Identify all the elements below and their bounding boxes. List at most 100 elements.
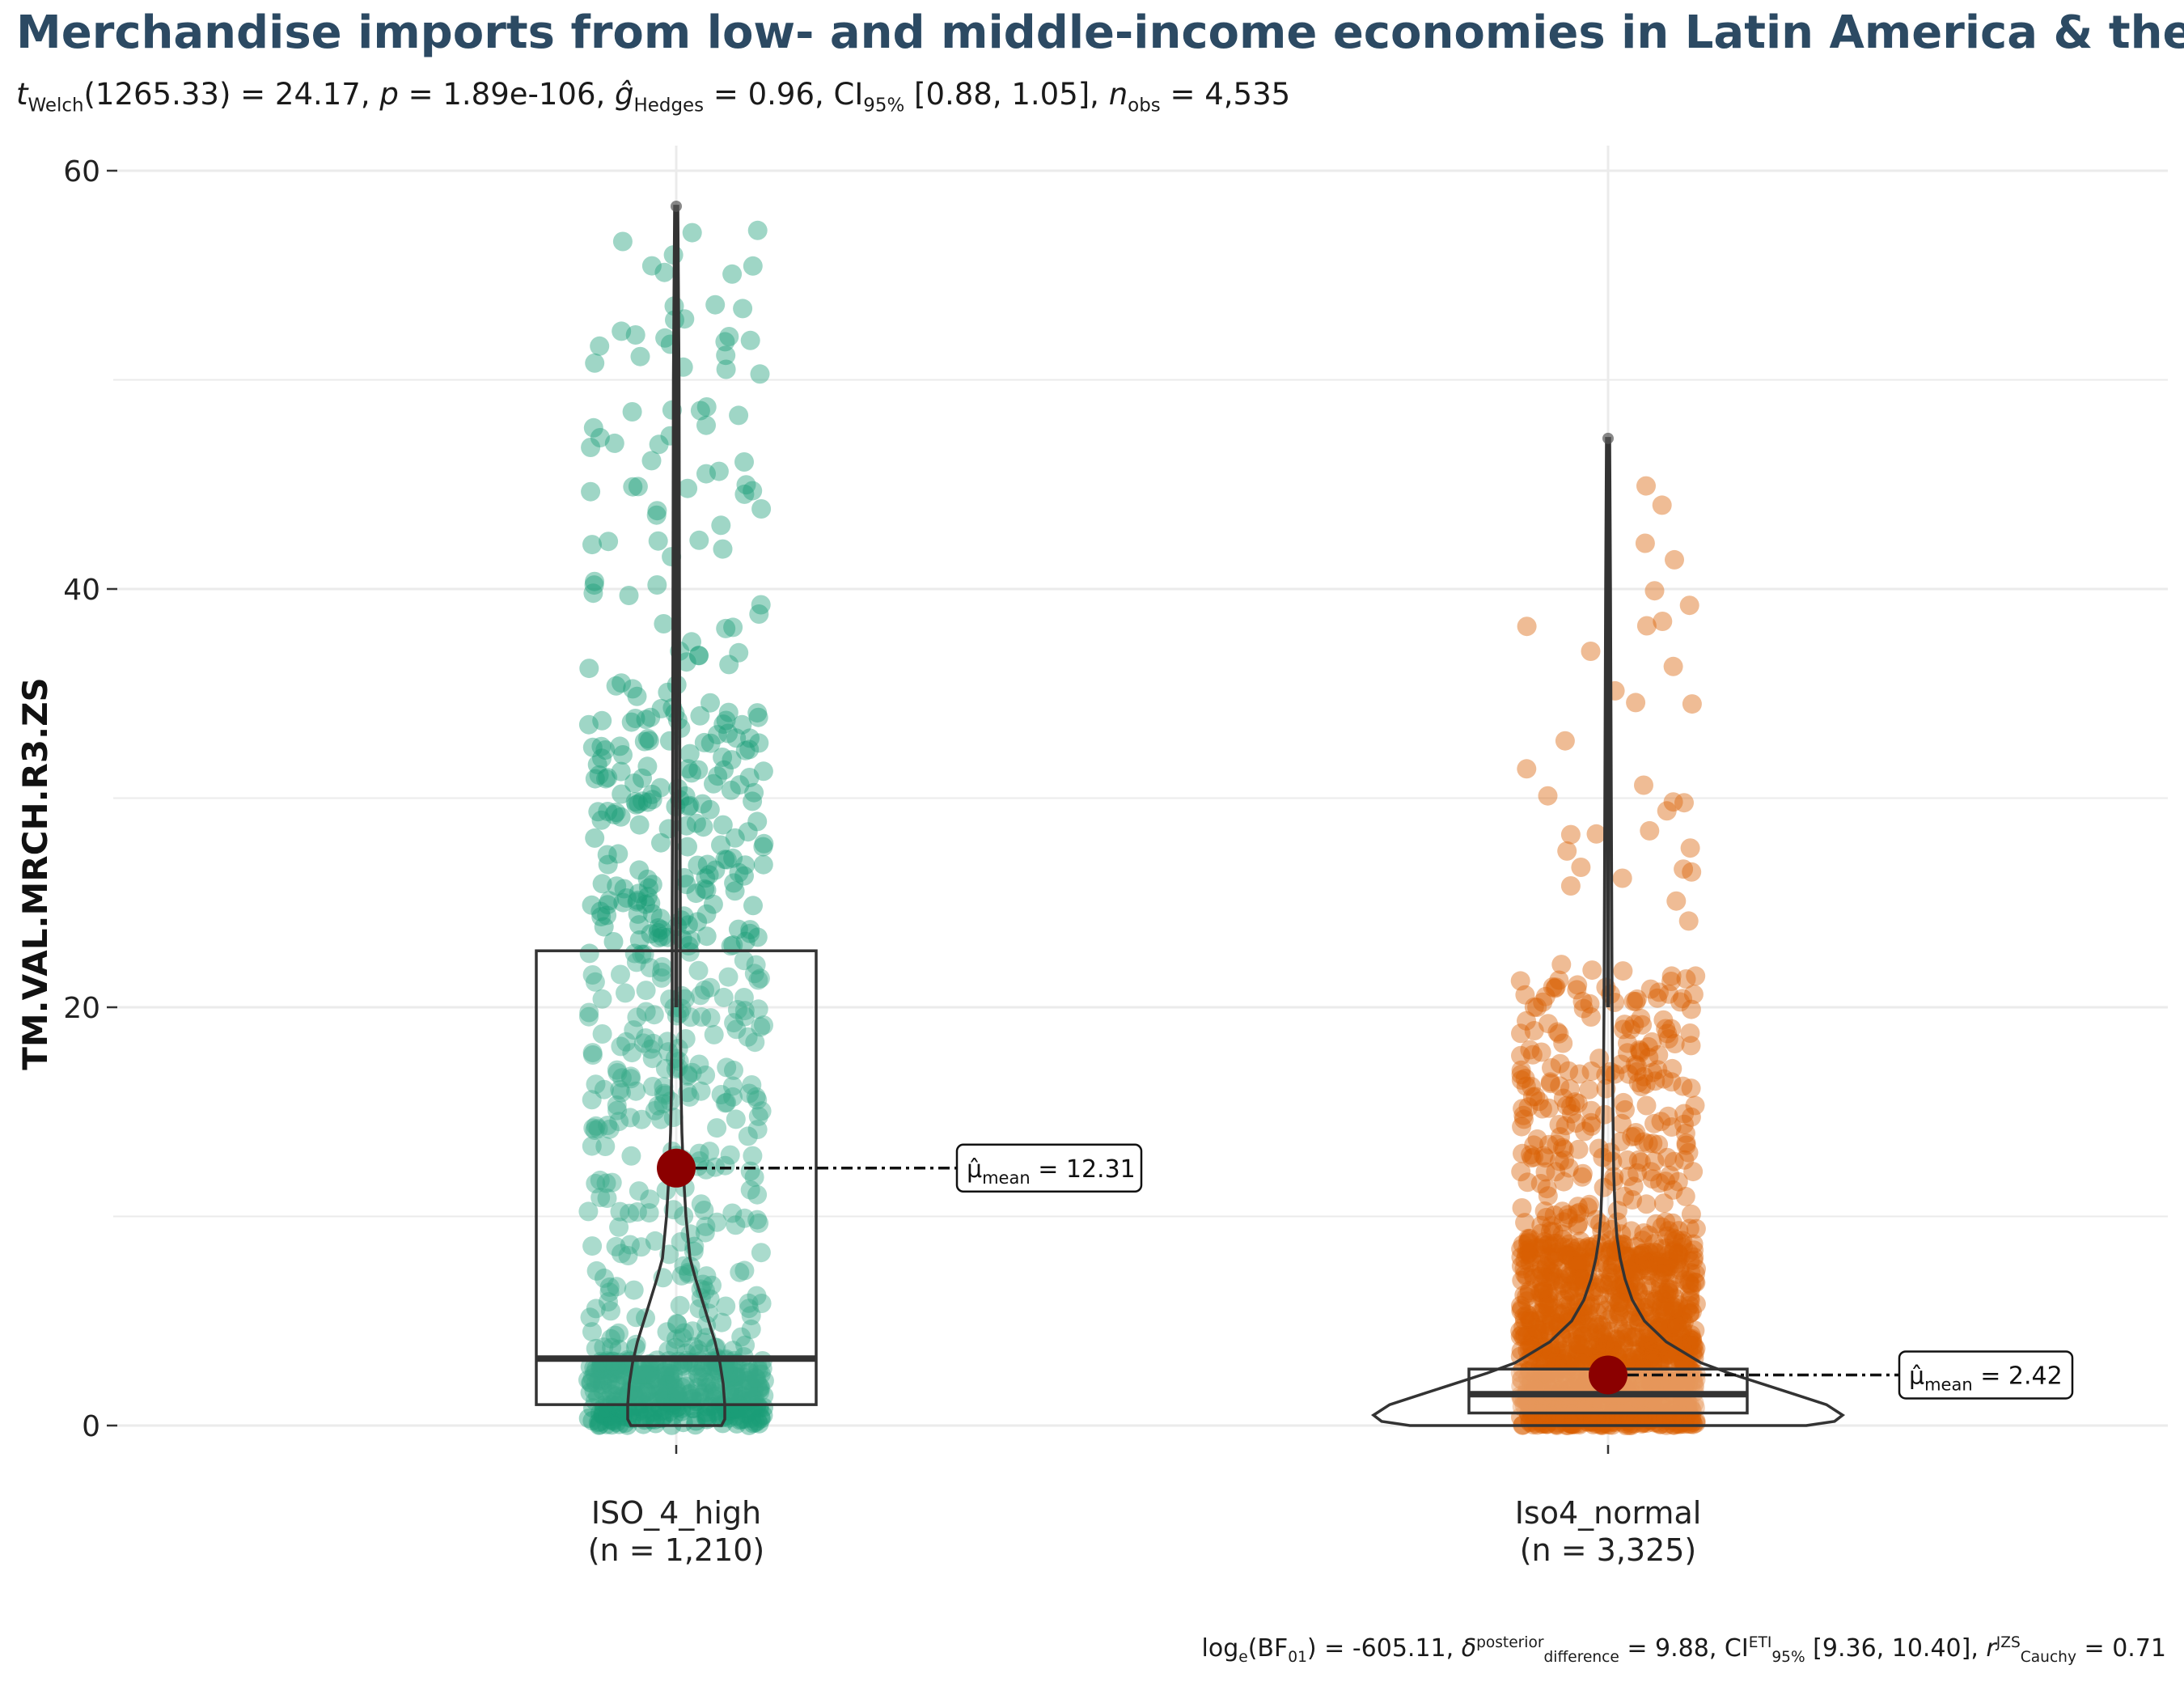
data-point — [1520, 1040, 1540, 1060]
data-point — [1514, 1311, 1534, 1331]
data-point — [587, 755, 607, 775]
data-point — [1683, 1250, 1704, 1270]
data-point — [1619, 1167, 1639, 1186]
data-point — [651, 920, 671, 940]
data-point — [1517, 1011, 1536, 1031]
data-point — [1532, 1405, 1552, 1426]
data-point — [621, 712, 641, 732]
data-point — [747, 703, 768, 723]
data-point — [590, 1403, 610, 1423]
data-point — [743, 791, 763, 811]
data-point — [1679, 1273, 1699, 1293]
data-point — [1527, 1320, 1547, 1340]
data-point — [661, 1387, 681, 1407]
data-point — [1663, 1299, 1683, 1320]
data-point — [747, 1369, 767, 1389]
data-point — [1673, 989, 1692, 1009]
data-point — [747, 1286, 767, 1306]
data-point — [1534, 1146, 1554, 1166]
data-point — [1573, 1313, 1594, 1333]
data-point — [1549, 1151, 1569, 1172]
data-point — [751, 595, 771, 615]
data-point — [699, 865, 719, 885]
data-point — [739, 1415, 759, 1435]
data-point — [1531, 1223, 1551, 1244]
data-point — [639, 1380, 659, 1400]
data-point — [613, 892, 633, 913]
data-point — [1602, 1336, 1622, 1356]
data-point — [1517, 1245, 1537, 1265]
data-point — [667, 1386, 688, 1406]
data-point — [1666, 1301, 1686, 1321]
data-point — [1623, 1357, 1644, 1377]
data-point — [696, 880, 717, 900]
data-point — [1583, 1335, 1603, 1355]
data-point — [1676, 1334, 1696, 1354]
data-point — [1633, 1406, 1653, 1426]
data-point — [1630, 1245, 1650, 1265]
data-point — [1678, 911, 1699, 931]
data-point — [616, 888, 637, 908]
data-point — [679, 797, 699, 816]
data-point — [1553, 1400, 1573, 1420]
data-point — [1680, 1282, 1700, 1303]
data-point — [650, 909, 671, 929]
data-point — [1568, 1253, 1588, 1273]
data-point — [1675, 1375, 1695, 1395]
data-point — [1526, 1375, 1546, 1396]
data-point — [1658, 1375, 1678, 1395]
data-point — [1669, 1245, 1689, 1265]
data-point — [1522, 1311, 1541, 1332]
data-point — [588, 802, 608, 822]
data-point — [1638, 1133, 1658, 1154]
data-point — [1657, 1352, 1677, 1372]
data-point — [1659, 1221, 1679, 1241]
n-subscript: obs — [1128, 95, 1161, 117]
data-point — [731, 1409, 751, 1430]
data-point — [1658, 1029, 1678, 1049]
data-point — [1522, 1248, 1541, 1268]
data-point — [1552, 1273, 1572, 1294]
data-point — [1541, 1266, 1561, 1286]
data-point — [605, 1363, 625, 1383]
data-point — [1644, 1251, 1664, 1271]
y-axis-label: TM.VAL.MRCH.R3.ZS — [15, 677, 55, 1070]
outlier-point — [1602, 432, 1614, 444]
data-point — [1646, 1342, 1666, 1362]
data-point — [579, 1002, 599, 1023]
data-point — [601, 1409, 621, 1429]
data-point — [696, 1066, 716, 1085]
data-point — [607, 1413, 627, 1432]
data-point — [1519, 1282, 1539, 1303]
data-point — [585, 769, 605, 789]
data-point — [657, 1322, 677, 1342]
data-point — [1628, 1253, 1649, 1273]
data-point — [1560, 1234, 1580, 1254]
data-point — [1639, 1344, 1658, 1364]
data-point — [1555, 1412, 1576, 1432]
data-point — [730, 775, 750, 795]
data-point — [578, 714, 599, 735]
data-point — [1555, 1319, 1576, 1339]
data-point — [1612, 1274, 1632, 1294]
y-tick-label: 0 — [82, 1410, 100, 1443]
data-point — [1607, 1400, 1627, 1421]
data-point — [1640, 1349, 1660, 1369]
data-point — [1572, 1167, 1592, 1187]
data-point — [740, 920, 760, 940]
data-point — [602, 1172, 622, 1193]
data-point — [630, 346, 650, 366]
data-point — [1661, 1316, 1681, 1337]
data-point — [1539, 1284, 1560, 1304]
data-point — [1572, 1345, 1593, 1366]
data-point — [1650, 1366, 1670, 1387]
data-point — [1644, 1337, 1665, 1356]
data-point — [1668, 1249, 1688, 1269]
data-point — [654, 262, 675, 282]
data-point — [1642, 1169, 1662, 1189]
data-point — [1661, 1117, 1682, 1137]
data-point — [607, 1360, 628, 1380]
data-point — [1675, 1356, 1695, 1376]
data-point — [656, 1371, 676, 1391]
